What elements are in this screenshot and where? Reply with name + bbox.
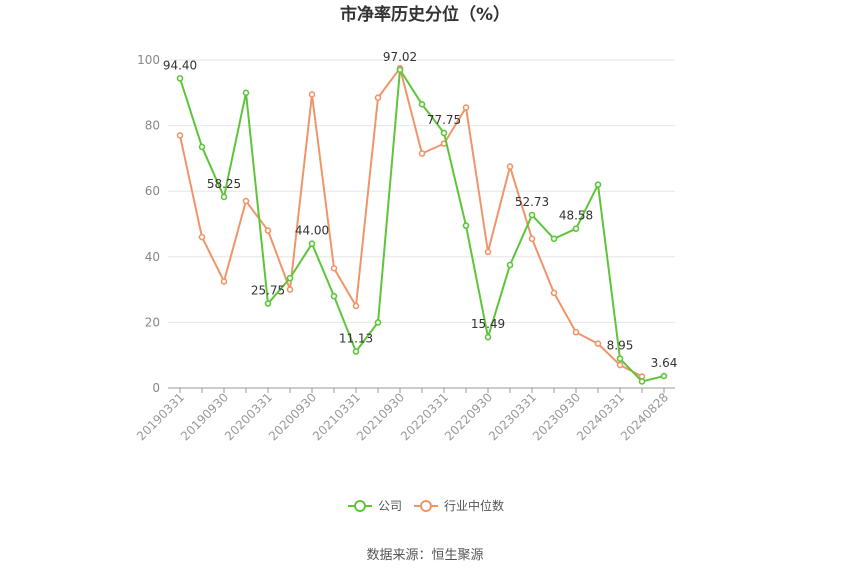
- industry-median-series-point[interactable]: [286, 286, 294, 293]
- data-labels: 94.40 58.25 25.75 44.00 11.13 97.02 77.75 15.49…: [163, 50, 678, 370]
- x-axis: 2019033120190930202003312020093020210331…: [134, 387, 675, 443]
- y-tick-label: 40: [145, 250, 160, 264]
- company-series-point[interactable]: [352, 348, 360, 355]
- data-label: 77.75: [427, 113, 461, 127]
- company-series-point[interactable]: [528, 211, 536, 219]
- company-series-point[interactable]: [550, 235, 558, 243]
- data-label: 97.02: [383, 50, 417, 64]
- legend[interactable]: 公司 行业中位数: [348, 498, 504, 513]
- company-series-point[interactable]: [594, 181, 602, 188]
- data-label: 11.13: [339, 331, 373, 345]
- data-label: 58.25: [207, 177, 241, 191]
- industry-median-series-point[interactable]: [572, 328, 580, 336]
- industry-median-series-point[interactable]: [176, 132, 184, 139]
- y-tick-label: 60: [145, 184, 160, 198]
- company-series-point[interactable]: [638, 378, 646, 385]
- industry-median-series-point[interactable]: [616, 361, 624, 369]
- company-series-point[interactable]: [418, 100, 426, 108]
- company-series-point[interactable]: [286, 274, 294, 282]
- legend-marker-industry-median: [420, 500, 432, 512]
- data-label: 15.49: [471, 317, 505, 331]
- data-label: 48.58: [559, 209, 593, 223]
- company-series-point[interactable]: [374, 319, 382, 326]
- legend-item-company[interactable]: 公司: [348, 499, 402, 513]
- company-series-point[interactable]: [308, 240, 316, 247]
- industry-median-series-point[interactable]: [462, 104, 470, 111]
- industry-median-series-point[interactable]: [550, 289, 558, 297]
- data-label: 94.40: [163, 58, 197, 72]
- company-series-point[interactable]: [330, 292, 338, 300]
- company-series-point[interactable]: [176, 75, 184, 82]
- company-series-point[interactable]: [462, 222, 470, 229]
- company-series-point[interactable]: [572, 225, 580, 232]
- industry-median-series-point[interactable]: [220, 278, 228, 285]
- legend-marker-company: [354, 500, 366, 512]
- chart-title: 市净率历史分位（%）: [340, 4, 510, 25]
- industry-median-series-point[interactable]: [242, 197, 250, 205]
- y-tick-label: 80: [145, 119, 160, 133]
- legend-label-company: 公司: [378, 499, 402, 513]
- industry-median-series-point[interactable]: [308, 91, 316, 98]
- data-label: 44.00: [295, 224, 329, 238]
- company-series-point[interactable]: [484, 333, 492, 341]
- company-series-point[interactable]: [396, 66, 404, 74]
- industry-median-series-point[interactable]: [506, 163, 514, 170]
- company-series-point[interactable]: [264, 300, 272, 307]
- company-series-point[interactable]: [440, 129, 448, 137]
- data-label: 3.64: [651, 356, 678, 370]
- series-group: [176, 64, 668, 385]
- data-label: 52.73: [515, 195, 549, 209]
- company-series-point[interactable]: [220, 193, 228, 201]
- industry-median-series-point[interactable]: [484, 248, 492, 256]
- industry-median-series-line: [179, 67, 643, 378]
- industry-median-series-point[interactable]: [330, 264, 338, 272]
- industry-median-series-point[interactable]: [594, 340, 602, 348]
- y-axis: 0 20 40 60 80 100: [137, 53, 160, 395]
- industry-median-series-point[interactable]: [198, 233, 206, 241]
- industry-median-series-point[interactable]: [352, 302, 360, 310]
- y-tick-label: 0: [152, 381, 160, 395]
- y-tick-label: 100: [137, 53, 160, 67]
- data-label: 25.75: [251, 284, 285, 298]
- industry-median-series-point[interactable]: [418, 150, 426, 157]
- grid: [168, 59, 675, 323]
- legend-label-industry-median: 行业中位数: [444, 498, 504, 513]
- company-series-point[interactable]: [198, 143, 206, 151]
- company-series-line: [179, 68, 665, 383]
- company-series-point[interactable]: [616, 355, 624, 362]
- legend-item-industry-median[interactable]: 行业中位数: [414, 498, 504, 513]
- y-tick-label: 20: [145, 315, 160, 329]
- industry-median-series-point[interactable]: [264, 227, 272, 234]
- data-label: 8.95: [607, 339, 634, 353]
- source-text: 数据来源：恒生聚源: [366, 548, 483, 563]
- company-series-point[interactable]: [506, 261, 514, 269]
- industry-median-series-point[interactable]: [528, 235, 536, 243]
- x-tick-label: 20240828: [618, 390, 671, 443]
- industry-median-series-point[interactable]: [374, 94, 382, 102]
- company-series-point[interactable]: [660, 372, 668, 380]
- company-series-point[interactable]: [242, 89, 250, 97]
